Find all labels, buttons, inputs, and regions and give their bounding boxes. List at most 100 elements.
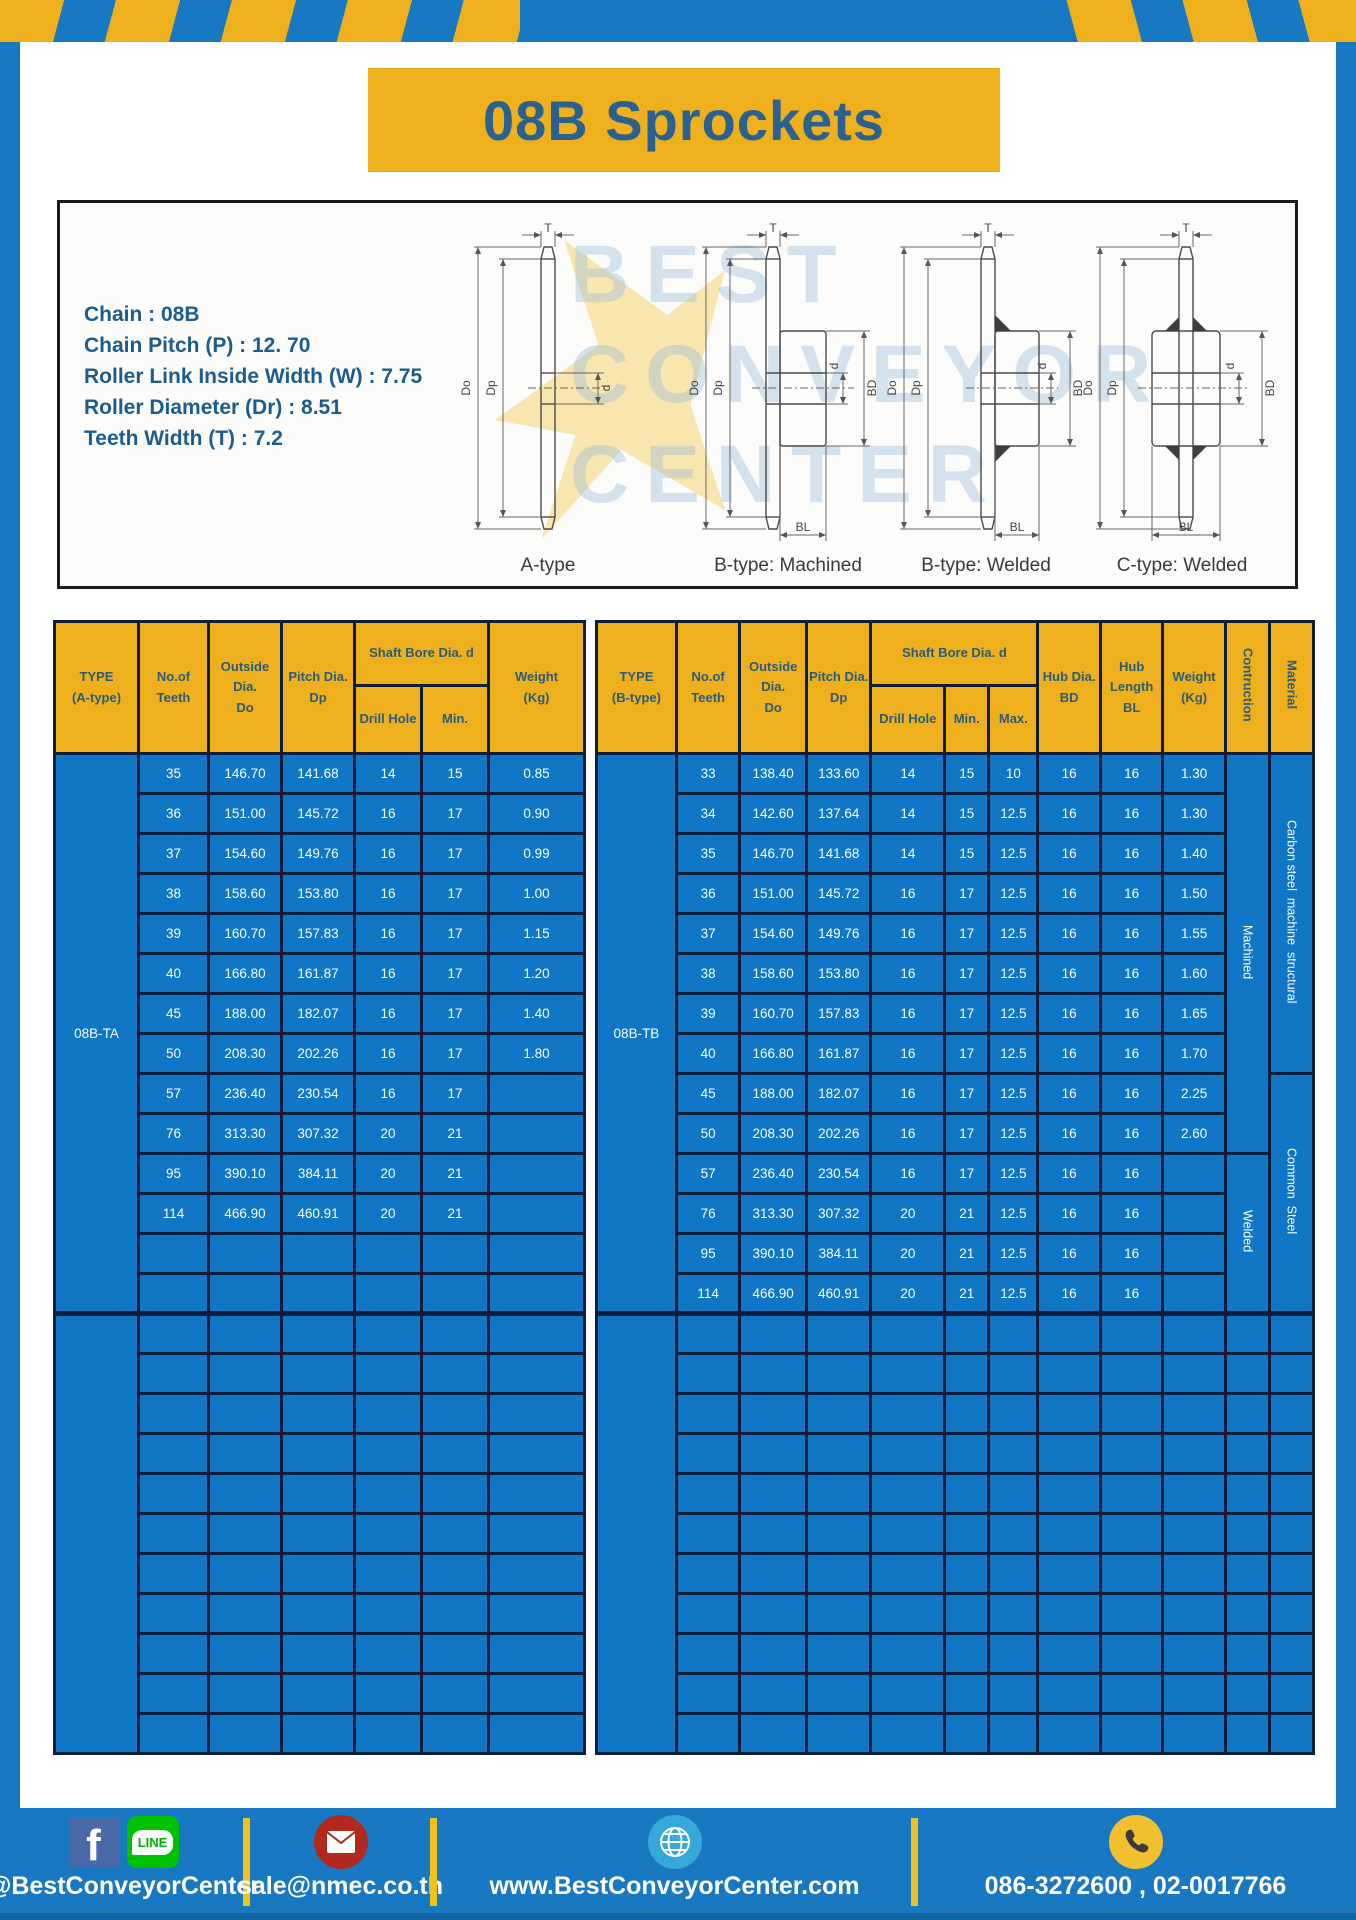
table-cell	[869, 1592, 947, 1635]
svg-text:Do: Do	[459, 380, 473, 396]
table-cell	[137, 1311, 210, 1355]
table-cell	[207, 1472, 283, 1515]
col-header-hub-dia: Hub Dia. BD	[1036, 620, 1102, 755]
col-header-shaft-bore: Shaft Bore Dia. d	[869, 620, 1040, 687]
b-type-table-header: TYPE (B-type) No.of Teeth Outside Dia. D…	[595, 620, 1316, 755]
table-cell: 166.80	[207, 952, 283, 995]
table-cell	[1036, 1672, 1102, 1715]
website-contact[interactable]: www.BestConveyorCenter.com	[434, 1808, 915, 1913]
table-cell: 15	[943, 832, 991, 875]
table-cell: 15	[943, 752, 991, 795]
table-cell	[1223, 1632, 1271, 1675]
b-type-table-empty-section	[595, 1311, 1316, 1755]
table-cell: 20	[869, 1232, 947, 1275]
phone-contact[interactable]: 086-3272600 , 02-0017766	[915, 1808, 1356, 1913]
globe-icon[interactable]	[647, 1815, 702, 1869]
table-cell	[420, 1512, 490, 1555]
table-cell: 1.30	[1161, 792, 1227, 835]
table-cell	[987, 1311, 1040, 1355]
table-cell: 161.87	[804, 1032, 873, 1075]
table-cell	[943, 1512, 991, 1555]
table-cell	[137, 1352, 210, 1395]
table-cell	[738, 1311, 808, 1355]
table-cell	[1223, 1512, 1271, 1555]
table-cell	[1036, 1552, 1102, 1595]
diagram-a-type: Do Dp T d A-type	[448, 223, 648, 577]
table-cell: 160.70	[207, 912, 283, 955]
table-cell: 14	[869, 752, 947, 795]
table-cell	[353, 1352, 423, 1395]
table-cell	[987, 1432, 1040, 1475]
email-contact[interactable]: sale@nmec.co.th	[238, 1808, 443, 1913]
table-cell	[943, 1432, 991, 1475]
social-handle[interactable]: @BestConveyorCenter	[0, 1872, 261, 1900]
table-cell	[738, 1432, 808, 1475]
table-cell	[674, 1552, 742, 1595]
table-cell: 20	[869, 1192, 947, 1235]
table-cell: 16	[1036, 1272, 1102, 1315]
table-cell: 12.5	[987, 1072, 1040, 1115]
diagram-caption-c-welded: C-type: Welded	[1116, 555, 1248, 576]
type-label-08b-ta: 08B-TA	[53, 752, 140, 1315]
table-cell: 15	[943, 792, 991, 835]
table-cell: 208.30	[738, 1112, 808, 1155]
email-address[interactable]: sale@nmec.co.th	[238, 1872, 444, 1900]
table-cell	[1267, 1672, 1316, 1715]
table-cell: 236.40	[738, 1152, 808, 1195]
table-cell: 17	[420, 1072, 490, 1115]
table-cell: 16	[869, 952, 947, 995]
table-cell: 76	[674, 1192, 742, 1235]
table-cell	[987, 1672, 1040, 1715]
table-cell: 35	[137, 752, 210, 795]
table-cell	[1036, 1512, 1102, 1555]
a-type-table-header: TYPE (A-type) No.of Teeth Outside Dia. D…	[53, 620, 586, 755]
table-cell: 12.5	[987, 872, 1040, 915]
table-cell: 1.60	[1161, 952, 1227, 995]
table-cell: 16	[1036, 1192, 1102, 1235]
table-cell	[207, 1552, 283, 1595]
table-cell: 16	[353, 992, 423, 1035]
table-cell: 40	[674, 1032, 742, 1075]
table-cell: 1.00	[487, 872, 586, 915]
table-cell	[353, 1552, 423, 1595]
table-cell: 16	[869, 1072, 947, 1115]
spec-line-pitch: Chain Pitch (P) : 12. 70	[84, 334, 311, 357]
svg-text:d: d	[1223, 363, 1237, 370]
table-cell: 16	[1098, 1232, 1165, 1275]
col-header-pitch-dia: Pitch Dia. Dp	[804, 620, 873, 755]
table-cell: 17	[420, 912, 490, 955]
table-cell: 16	[353, 1072, 423, 1115]
phone-numbers[interactable]: 086-3272600 , 02-0017766	[984, 1872, 1287, 1900]
line-icon[interactable]: LINE	[126, 1816, 179, 1868]
table-cell	[207, 1632, 283, 1675]
svg-text:T: T	[544, 223, 552, 235]
website-url[interactable]: www.BestConveyorCenter.com	[489, 1872, 860, 1900]
table-cell	[1161, 1232, 1227, 1275]
facebook-icon[interactable]: f	[68, 1817, 119, 1868]
svg-text:BL: BL	[1010, 520, 1025, 534]
phone-icon[interactable]	[1108, 1815, 1163, 1869]
table-cell	[1267, 1472, 1316, 1515]
table-cell	[487, 1512, 586, 1555]
col-header-outside-dia: Outside Dia. Do	[738, 620, 808, 755]
table-cell	[1161, 1352, 1227, 1395]
footer-divider	[430, 1818, 437, 1906]
table-cell	[207, 1432, 283, 1475]
table-cell	[804, 1432, 873, 1475]
table-cell: 1.40	[487, 992, 586, 1035]
construction-machined: Machined	[1223, 752, 1271, 1155]
table-cell: 17	[420, 872, 490, 915]
table-cell	[207, 1392, 283, 1435]
table-cell: 313.30	[207, 1112, 283, 1155]
table-cell: 384.11	[804, 1232, 873, 1275]
table-cell: 21	[943, 1192, 991, 1235]
col-header-teeth: No.of Teeth	[674, 620, 742, 755]
table-cell: 16	[353, 952, 423, 995]
social-contact[interactable]: f LINE @BestConveyorCenter	[0, 1808, 260, 1913]
table-cell	[804, 1472, 873, 1515]
table-cell: 50	[137, 1032, 210, 1075]
table-cell: 16	[1036, 1072, 1102, 1115]
email-icon[interactable]	[313, 1815, 368, 1869]
table-cell	[1161, 1392, 1227, 1435]
table-cell: 145.72	[280, 792, 356, 835]
